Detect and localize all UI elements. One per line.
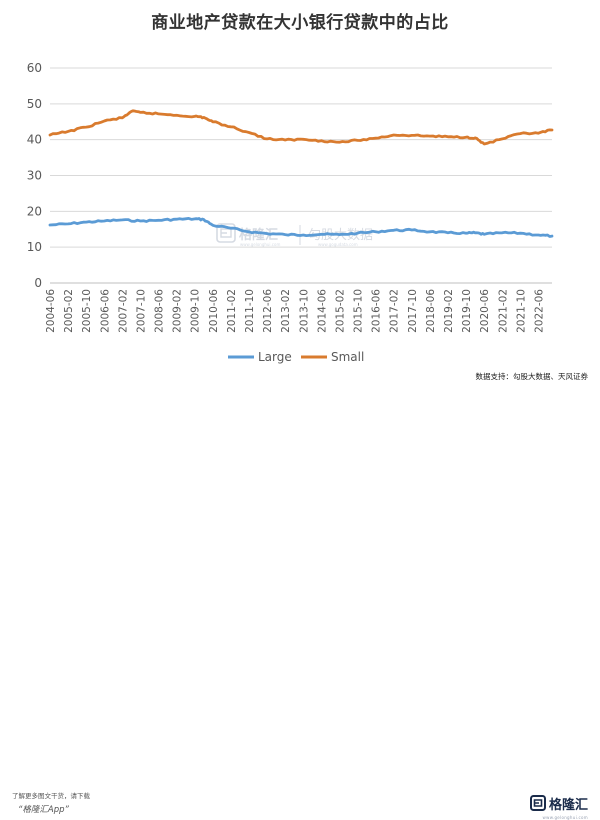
x-tick-label: 2016-06 xyxy=(371,289,383,333)
x-tick-label: 2015-10 xyxy=(353,289,365,333)
series-line-large xyxy=(48,217,554,238)
line-chart: 格隆汇 www.gelonghui.com 勾股大数据 www.gogudata… xyxy=(27,61,554,364)
x-tick-label: 2011-10 xyxy=(244,289,256,333)
series-line-small xyxy=(48,109,554,146)
chart-title: 商业地产贷款在大小银行贷款中的占比 xyxy=(151,13,449,33)
y-tick-label: 50 xyxy=(27,97,42,111)
gelonghui-watermark-url: www.gelonghui.com xyxy=(240,242,280,247)
legend-label-large: Large xyxy=(258,350,292,364)
gogudata-watermark-url: www.gogudata.com xyxy=(318,242,358,247)
brand-logo[interactable]: 格隆汇 xyxy=(529,789,588,817)
x-tick-label: 2011-02 xyxy=(226,289,238,333)
x-tick-label: 2013-02 xyxy=(280,289,292,333)
gelonghui-watermark-icon xyxy=(216,223,236,243)
x-tick-label: 2009-10 xyxy=(190,289,202,333)
gelonghui-logo-icon xyxy=(529,795,546,811)
gogudata-watermark: 勾股大数据 www.gogudata.com xyxy=(308,228,373,247)
x-tick-label: 2017-10 xyxy=(407,289,419,333)
x-tick-label: 2021-02 xyxy=(497,289,509,333)
x-tick-label: 2005-10 xyxy=(81,289,93,333)
x-tick-label: 2007-10 xyxy=(135,289,147,333)
x-tick-label: 2006-06 xyxy=(99,289,111,333)
x-tick-label: 2014-06 xyxy=(316,289,328,333)
x-tick-label: 2020-06 xyxy=(479,289,491,333)
x-tick-label: 2007-02 xyxy=(117,289,129,333)
x-tick-label: 2009-02 xyxy=(172,289,184,333)
y-tick-label: 10 xyxy=(27,240,42,254)
x-tick-label: 2019-10 xyxy=(461,289,473,333)
legend-label-small: Small xyxy=(331,350,364,364)
x-tick-label: 2021-10 xyxy=(515,289,527,333)
page: 商业地产贷款在大小银行贷款中的占比 格隆汇 www.gelonghui.com … xyxy=(0,13,600,820)
brand-url: www.gelonghui.com xyxy=(542,815,588,820)
x-tick-label: 2012-06 xyxy=(262,289,274,333)
watermark-layer: 格隆汇 www.gelonghui.com 勾股大数据 www.gogudata… xyxy=(216,223,373,247)
series-layer xyxy=(48,109,554,238)
app-name[interactable]: “格隆汇App” xyxy=(18,805,69,815)
x-tick-label: 2005-02 xyxy=(63,289,75,333)
x-tick-label: 2015-02 xyxy=(334,289,346,333)
x-tick-label: 2017-02 xyxy=(389,289,401,333)
y-tick-label: 30 xyxy=(27,169,42,183)
download-promo: 了解更多图文干货，请下载 xyxy=(12,792,90,800)
y-tick-label: 20 xyxy=(27,204,42,218)
y-tick-label: 40 xyxy=(27,133,42,147)
x-tick-label: 2018-06 xyxy=(425,289,437,333)
x-tick-label: 2008-06 xyxy=(154,289,166,333)
x-tick-label: 2004-06 xyxy=(45,289,57,333)
y-tick-label: 0 xyxy=(34,276,42,290)
source-note: 数据支持：勾股大数据、天风证券 xyxy=(475,372,589,381)
x-tick-label: 2019-02 xyxy=(443,289,455,333)
footer: 了解更多图文干货，请下载 “格隆汇App” 格隆汇 www.gelonghui.… xyxy=(0,392,600,820)
axis-layer: 0 10 20 30 40 50 60 2004-06 2005-02 2005-10 2006-0… xyxy=(27,61,552,333)
brand-name: 格隆汇 xyxy=(548,797,588,813)
x-tick-label: 2010-06 xyxy=(208,289,220,333)
legend-layer: Large Small xyxy=(228,350,364,364)
x-tick-label: 2022-06 xyxy=(533,289,545,333)
x-tick-label: 2013-10 xyxy=(298,289,310,333)
y-tick-label: 60 xyxy=(27,61,42,75)
